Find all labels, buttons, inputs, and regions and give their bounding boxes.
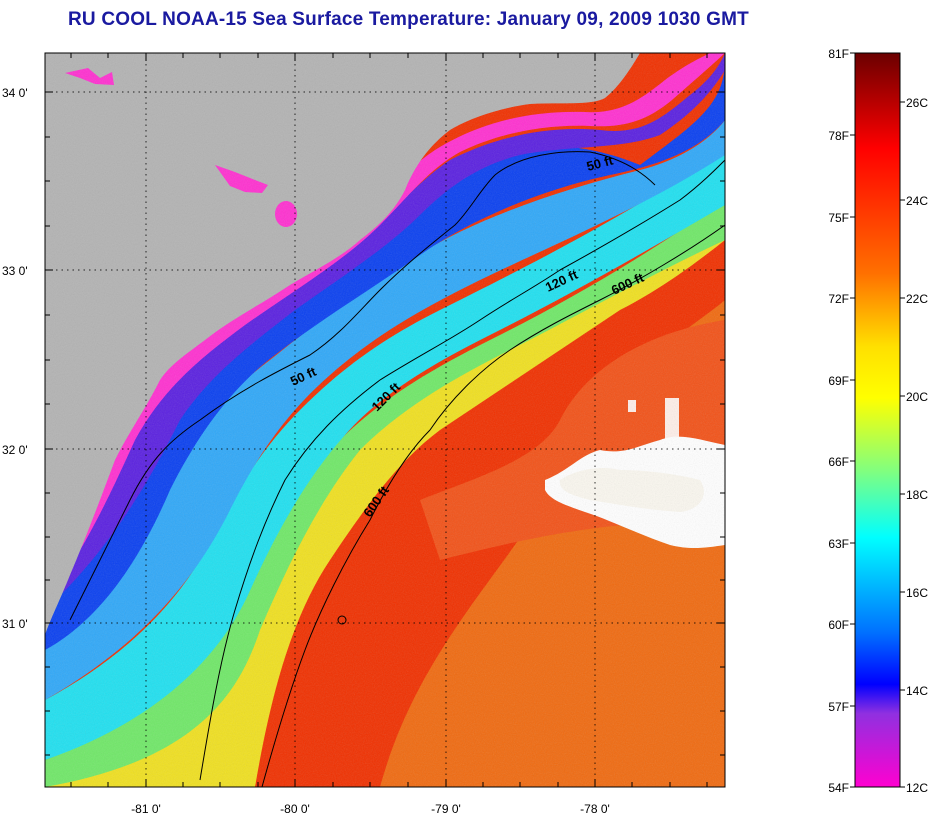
temperature-colorbar: 81F 78F 75F 72F 69F 66F 63F 60F 57F 54F … (828, 47, 928, 795)
colorbar-f-69: 69F (828, 374, 849, 388)
colorbar-f-60: 60F (828, 618, 849, 632)
isobath-contours (69, 151, 725, 787)
colorbar-f-57: 57F (828, 700, 849, 714)
colorbar-c-14: 14C (906, 684, 928, 698)
colorbar-c-20: 20C (906, 390, 928, 404)
colorbar-f-75: 75F (828, 211, 849, 225)
contour-120ft (199, 159, 725, 781)
colorbar-f-78: 78F (828, 129, 849, 143)
lon-label-78: -78 0' (580, 802, 610, 816)
lat-label-34: 34 0' (2, 86, 28, 100)
graticule (45, 53, 725, 787)
colorbar-f-54: 54F (828, 781, 849, 795)
map-frame (44, 52, 726, 788)
lon-label-81: -81 0' (131, 802, 161, 816)
contour-label-50ft-north: 50 ft (585, 152, 615, 174)
colorbar-f-66: 66F (828, 455, 849, 469)
colorbar-c-22: 22C (906, 292, 928, 306)
lon-label-79: -79 0' (431, 802, 461, 816)
colorbar-gradient (854, 52, 901, 788)
lon-label-80: -80 0' (280, 802, 310, 816)
colorbar-c-26: 26C (906, 96, 928, 110)
contour-50ft (69, 151, 656, 621)
colorbar-f-72: 72F (828, 292, 849, 306)
colorbar-c-16: 16C (906, 586, 928, 600)
map-image: 50 ft 50 ft 120 ft 120 ft 600 ft 600 ft (45, 53, 725, 787)
lat-label-32: 32 0' (2, 443, 28, 457)
lat-label-31: 31 0' (2, 617, 28, 631)
axis-ticks (45, 53, 725, 787)
contour-600ft (261, 224, 725, 787)
colorbar-c-24: 24C (906, 194, 928, 208)
lat-label-33: 33 0' (2, 264, 28, 278)
colorbar-f-81: 81F (828, 47, 849, 61)
colorbar-f-63: 63F (828, 537, 849, 551)
map-title: RU COOL NOAA-15 Sea Surface Temperature:… (68, 9, 749, 30)
colorbar-c-18: 18C (906, 488, 928, 502)
colorbar-c-12: 12C (906, 781, 928, 795)
